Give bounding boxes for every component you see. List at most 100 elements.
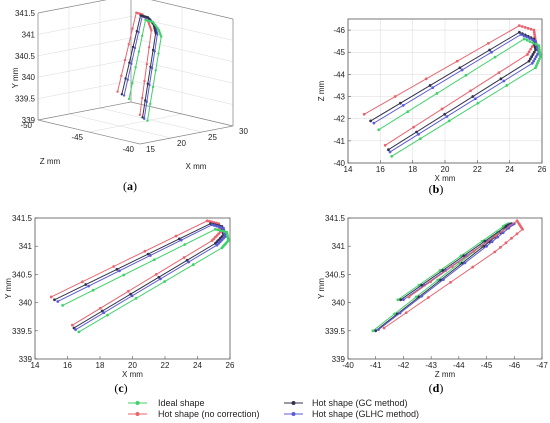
panel-c-xy-plot: 14 16 18 20 22 24 26 339 339.5 340 340.5 341 341.5 X … [4,214,235,379]
y-tick-label: 341 [332,242,346,251]
point-glhc [102,311,106,315]
point-ideal [436,278,440,282]
point-ideal [417,283,421,287]
point-glhc [219,226,223,229]
point-ideal [220,229,224,233]
x-tick-label: 26 [538,165,547,174]
point-glhc [148,254,152,257]
point-ideal [534,42,538,46]
point3d-ideal [157,52,160,55]
grid-y [37,0,107,14]
x-tick-label: 14 [344,165,353,174]
svg-text:Hot shape (GC method): Hot shape (GC method) [312,398,408,408]
y-tick-label: 341.5 [12,214,33,223]
point-nocorr [210,239,214,242]
y-tick-label: 339 [332,355,346,364]
point-nocorr [426,296,430,299]
point-nocorr [450,265,454,268]
point-ideal [535,64,538,67]
point-nocorr [469,89,472,93]
point3d-gc [149,65,152,68]
point-glhc [490,50,493,54]
point-gc [428,84,432,87]
point-glhc [431,86,435,90]
box-edge [130,101,234,127]
point-ideal [435,92,439,95]
point3d-ideal [149,102,152,106]
point3d-nocorr [145,63,148,66]
point-glhc [377,328,380,332]
point-ideal [525,38,529,42]
x-axis-label: X mm [435,174,456,183]
point-glhc [532,59,535,63]
point-glhc [534,55,538,59]
point-nocorr [510,236,513,240]
point-gc [471,95,475,98]
point-nocorr [362,112,366,116]
legend-item-nocorr: Hot shape (no correction) [128,409,260,419]
point-nocorr [526,26,530,30]
series-nocorr [51,220,221,326]
point-gc [441,269,445,272]
point-nocorr [497,71,501,75]
point-glhc [87,284,91,288]
point-nocorr [424,77,428,81]
point-gc [482,244,486,248]
y-tick-label: -44 [333,70,345,79]
point3d-nocorr [138,113,142,117]
point3d-nocorr [150,29,153,32]
grid-y [37,80,132,99]
point-glhc [402,298,405,302]
point-glhc [522,34,526,38]
point3d-glhc [150,67,154,70]
point-ideal [536,61,539,65]
point-gc [84,283,88,286]
x-tick-label: 26 [226,361,235,370]
y-tick-label: -43 [333,93,345,102]
point-glhc [388,150,392,154]
x-tick-label: 16 [376,165,385,174]
point-gc [534,48,537,52]
point-ideal [522,37,526,41]
z-tick-label: -50 [20,121,32,130]
point-nocorr [174,234,178,238]
svg-text:Hot shape (GLHC method): Hot shape (GLHC method) [312,409,419,419]
y-tick-label: 340 [332,299,346,308]
point-gc [533,46,537,50]
x-tick-label: 20 [441,165,450,174]
point-gc [527,59,531,63]
point-glhc [525,35,529,39]
point-ideal [538,57,541,61]
y-axis-label: Y mm [4,278,13,299]
point3d-ideal [131,81,134,85]
point-ideal [191,263,195,267]
x-tick-label: 16 [63,361,72,370]
point-ideal [459,254,463,258]
y-tick-label: 339 [22,116,36,125]
point-glhc [490,240,494,244]
point-nocorr [526,53,529,56]
svg-text:Ideal shape: Ideal shape [158,398,205,408]
point3d-glhc [137,30,140,34]
x-tick-label: -40 [342,361,354,370]
point-nocorr [471,265,475,269]
point-ideal [538,50,542,54]
x-tick-label: 14 [31,361,40,370]
point-glhc [417,132,420,136]
point3d-glhc [153,50,156,53]
y-tick-label: 340 [19,299,33,308]
y-tick-label: 340 [22,73,36,82]
point-glhc [533,57,537,61]
point-glhc [528,37,532,40]
point-ideal [538,48,541,52]
point-nocorr [404,311,408,315]
point-gc [369,119,373,123]
point3d-nocorr [147,46,151,49]
point-glhc [536,53,539,56]
panel-label-c: (c) [114,381,127,395]
point-glhc [179,238,183,242]
point3d-nocorr [123,58,127,62]
y-tick-label: 340.5 [325,270,346,279]
point-ideal [216,228,220,232]
